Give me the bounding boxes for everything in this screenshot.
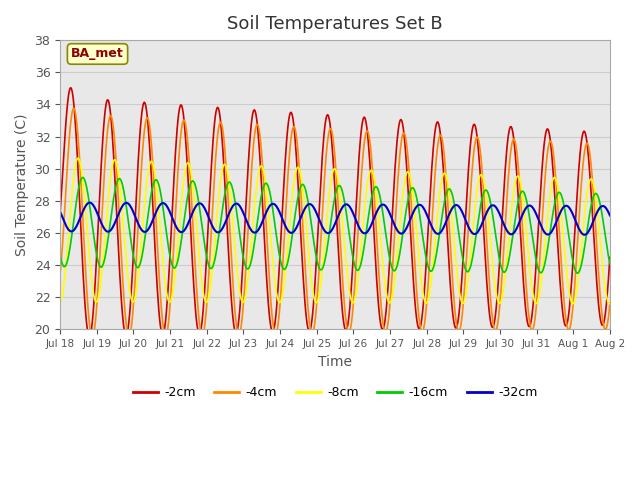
Line: -8cm: -8cm — [60, 158, 610, 304]
-2cm — [606, 254, 614, 260]
Line: -2cm: -2cm — [60, 88, 610, 336]
-4cm — [403, 147, 411, 153]
-16cm — [419, 233, 426, 239]
-16cm — [56, 252, 64, 258]
-4cm — [124, 333, 132, 338]
-16cm — [606, 261, 614, 266]
-8cm — [74, 156, 81, 161]
-8cm — [419, 288, 426, 294]
-16cm — [67, 244, 74, 250]
-16cm — [209, 264, 216, 270]
-2cm — [209, 137, 217, 143]
Line: -32cm: -32cm — [60, 203, 610, 235]
-2cm — [403, 173, 411, 179]
-32cm — [581, 232, 589, 238]
-2cm — [124, 325, 132, 331]
-4cm — [70, 106, 77, 111]
-32cm — [606, 213, 614, 218]
-32cm — [124, 200, 131, 206]
-2cm — [180, 117, 188, 123]
-4cm — [209, 195, 217, 201]
-8cm — [209, 266, 216, 272]
-8cm — [56, 299, 64, 305]
-32cm — [67, 228, 74, 234]
Title: Soil Temperatures Set B: Soil Temperatures Set B — [227, 15, 443, 33]
-32cm — [419, 204, 426, 210]
-32cm — [86, 200, 94, 205]
-32cm — [56, 209, 64, 215]
Text: BA_met: BA_met — [71, 48, 124, 60]
-8cm — [179, 181, 187, 187]
-16cm — [179, 224, 187, 229]
-32cm — [179, 228, 187, 234]
-2cm — [419, 301, 427, 307]
-2cm — [56, 209, 64, 215]
-4cm — [419, 327, 427, 333]
-8cm — [605, 301, 613, 307]
-4cm — [180, 117, 188, 123]
-8cm — [403, 170, 410, 176]
-8cm — [124, 269, 131, 275]
-8cm — [67, 213, 74, 218]
-16cm — [79, 175, 86, 180]
-32cm — [209, 223, 216, 229]
-16cm — [574, 270, 582, 276]
-4cm — [88, 334, 96, 340]
Line: -4cm: -4cm — [60, 108, 610, 337]
-32cm — [403, 225, 410, 231]
Legend: -2cm, -4cm, -8cm, -16cm, -32cm: -2cm, -4cm, -8cm, -16cm, -32cm — [128, 381, 542, 404]
-16cm — [403, 205, 410, 211]
-2cm — [85, 334, 93, 339]
X-axis label: Time: Time — [318, 355, 352, 369]
-16cm — [124, 212, 131, 218]
-4cm — [606, 300, 614, 306]
-4cm — [56, 271, 64, 276]
Y-axis label: Soil Temperature (C): Soil Temperature (C) — [15, 113, 29, 256]
-2cm — [67, 85, 74, 91]
-4cm — [67, 126, 74, 132]
-2cm — [67, 85, 75, 91]
Line: -16cm: -16cm — [60, 178, 610, 273]
-8cm — [606, 301, 614, 307]
